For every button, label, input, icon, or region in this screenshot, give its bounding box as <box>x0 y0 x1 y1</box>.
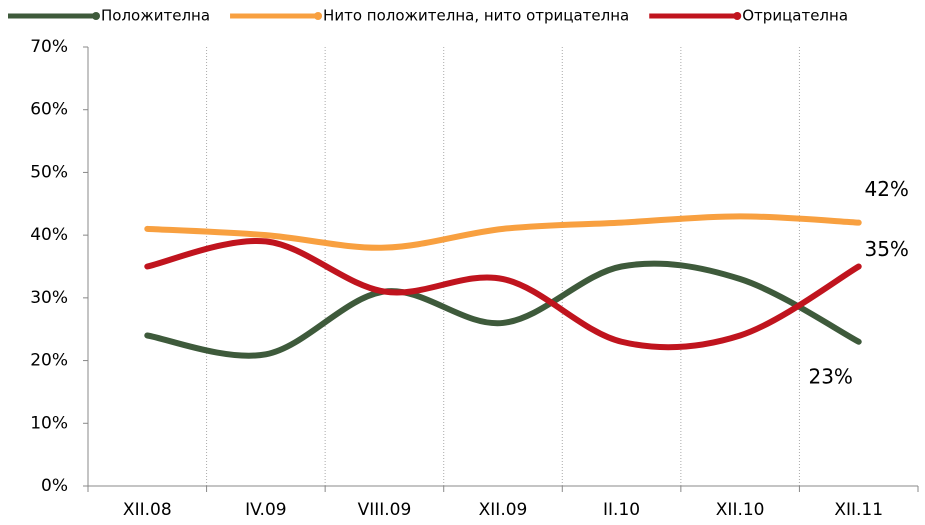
data-label: 42% <box>864 177 908 201</box>
series-line <box>144 237 862 351</box>
x-tick-label: XII.08 <box>123 500 172 520</box>
x-tick-label: IV.09 <box>245 500 287 520</box>
y-tick-label: 40% <box>30 225 68 245</box>
y-tick-label: 30% <box>30 288 68 308</box>
y-tick-label: 0% <box>41 476 68 496</box>
legend-marker <box>92 12 100 20</box>
legend-marker <box>733 12 742 20</box>
y-tick-label: 20% <box>30 351 68 371</box>
y-tick-label: 70% <box>30 37 68 57</box>
y-tick-label: 10% <box>30 413 68 433</box>
x-tick-label: XII.10 <box>716 500 765 520</box>
data-label: 35% <box>864 237 908 261</box>
x-tick-label: XII.09 <box>479 500 528 520</box>
y-tick-label: 50% <box>30 162 68 182</box>
series-line <box>144 213 862 251</box>
data-label: 23% <box>808 364 852 388</box>
x-tick-label: VIII.09 <box>358 500 412 520</box>
legend-marker <box>314 12 323 20</box>
legend-label: Положителна <box>101 7 210 25</box>
y-tick-label: 60% <box>30 100 68 120</box>
x-tick-label: II.10 <box>603 500 640 520</box>
series-line <box>144 260 862 359</box>
legend-label: Нито положителна, нито отрицателна <box>323 7 629 25</box>
x-tick-label: XII.11 <box>834 500 883 520</box>
legend-label: Отрицателна <box>742 7 848 25</box>
